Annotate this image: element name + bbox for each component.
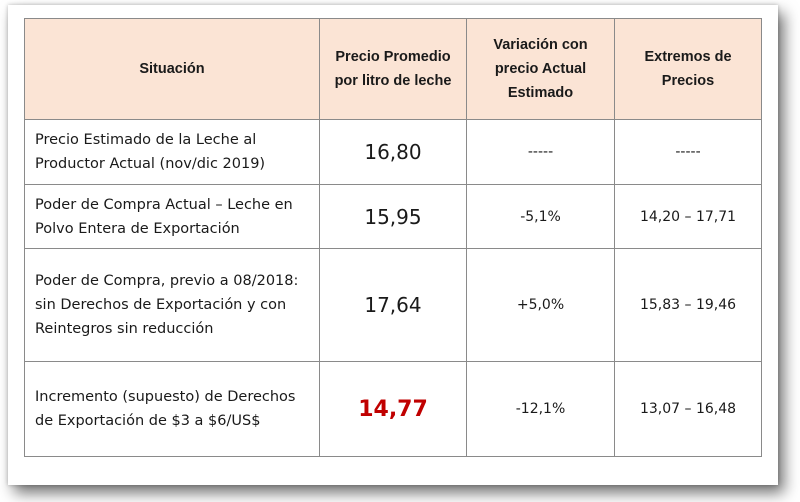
header-situacion: Situación (24, 18, 320, 120)
header-extremos: Extremos de Precios (614, 18, 762, 120)
table-row: Incremento (supuesto) de Derechos de Exp… (24, 361, 762, 457)
variacion-cell: -5,1% (466, 184, 615, 249)
header-variacion: Variación con precio Actual Estimado (466, 18, 615, 120)
situacion-cell: Precio Estimado de la Leche al Productor… (24, 119, 320, 185)
precio-cell: 16,80 (319, 119, 467, 185)
precio-cell: 15,95 (319, 184, 467, 249)
table-row: Poder de Compra Actual – Leche en Polvo … (24, 184, 762, 249)
extremos-cell: ----- (614, 119, 762, 185)
table-row: Precio Estimado de la Leche al Productor… (24, 119, 762, 185)
situacion-cell: Poder de Compra Actual – Leche en Polvo … (24, 184, 320, 249)
price-comparison-table: Situación Precio Promedio por litro de l… (24, 18, 762, 457)
variacion-cell: +5,0% (466, 248, 615, 362)
situacion-cell: Incremento (supuesto) de Derechos de Exp… (24, 361, 320, 457)
precio-cell: 17,64 (319, 248, 467, 362)
header-precio-promedio: Precio Promedio por litro de leche (319, 18, 467, 120)
situacion-cell: Poder de Compra, previo a 08/2018: sin D… (24, 248, 320, 362)
extremos-cell: 14,20 – 17,71 (614, 184, 762, 249)
variacion-cell: -12,1% (466, 361, 615, 457)
table-frame: Situación Precio Promedio por litro de l… (8, 5, 778, 485)
variacion-cell: ----- (466, 119, 615, 185)
header-row: Situación Precio Promedio por litro de l… (24, 18, 762, 120)
extremos-cell: 15,83 – 19,46 (614, 248, 762, 362)
extremos-cell: 13,07 – 16,48 (614, 361, 762, 457)
table-row: Poder de Compra, previo a 08/2018: sin D… (24, 248, 762, 362)
precio-cell-highlighted: 14,77 (319, 361, 467, 457)
